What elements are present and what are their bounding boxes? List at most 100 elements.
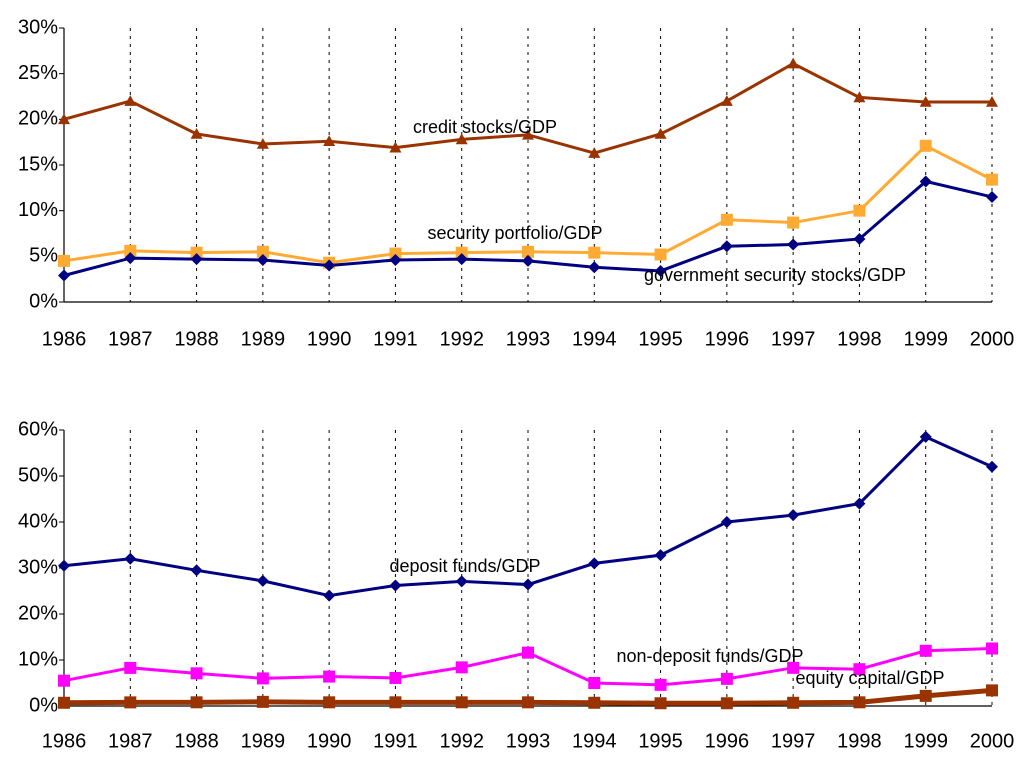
x-tick-label: 1987 — [108, 730, 153, 752]
marker — [256, 245, 269, 258]
x-tick-label: 1993 — [506, 730, 551, 752]
marker — [654, 549, 667, 562]
marker — [654, 678, 667, 691]
marker — [588, 261, 601, 274]
marker — [455, 133, 468, 145]
y-tick-label: 20% — [18, 602, 58, 624]
y-tick-label: 10% — [18, 648, 58, 670]
x-tick-label: 1997 — [771, 730, 816, 752]
y-tick-label: 15% — [18, 153, 58, 175]
marker — [853, 204, 866, 217]
y-tick-label: 40% — [18, 510, 58, 532]
marker — [190, 667, 203, 680]
y-tick-label: 60% — [18, 418, 58, 440]
marker — [654, 127, 667, 139]
marker — [522, 128, 534, 140]
x-tick-label: 2000 — [970, 328, 1015, 350]
marker — [389, 247, 402, 260]
marker — [986, 460, 998, 473]
marker — [720, 516, 733, 528]
x-tick-label: 1999 — [903, 328, 948, 350]
x-tick-label: 1995 — [638, 730, 683, 752]
marker — [787, 696, 800, 709]
x-tick-label: 1986 — [42, 328, 87, 350]
marker — [986, 95, 998, 107]
marker — [455, 575, 468, 588]
marker — [588, 696, 601, 709]
marker — [720, 672, 733, 685]
marker — [124, 661, 137, 674]
marker — [654, 264, 667, 277]
y-tick-label: 30% — [18, 16, 58, 38]
marker — [919, 175, 932, 188]
marker — [190, 127, 203, 139]
marker — [190, 564, 203, 577]
marker — [323, 589, 336, 602]
x-tick-label: 1988 — [174, 730, 219, 752]
marker — [190, 696, 203, 709]
marker — [323, 259, 336, 272]
marker — [919, 95, 932, 107]
marker — [256, 574, 269, 587]
x-tick-label: 1994 — [572, 328, 617, 350]
marker — [986, 190, 998, 203]
marker — [522, 254, 534, 267]
x-tick-label: 1994 — [572, 730, 617, 752]
series-label: government security stocks/GDP — [644, 265, 906, 285]
x-tick-label: 1995 — [638, 328, 683, 350]
marker — [124, 696, 137, 709]
x-tick-label: 1990 — [307, 328, 352, 350]
marker — [787, 57, 800, 69]
marker — [853, 696, 866, 709]
x-tick-label: 1993 — [506, 328, 551, 350]
marker — [588, 147, 601, 158]
marker — [256, 253, 269, 266]
x-tick-label: 1989 — [241, 730, 286, 752]
marker — [455, 246, 468, 259]
marker — [919, 644, 932, 657]
series-label: deposit funds/GDP — [389, 556, 540, 576]
x-tick-label: 1989 — [241, 328, 286, 350]
marker — [853, 497, 866, 510]
marker — [787, 661, 800, 674]
y-tick-label: 5% — [29, 245, 58, 267]
marker — [853, 91, 866, 103]
y-tick-label: 10% — [18, 199, 58, 221]
marker — [455, 253, 468, 266]
marker — [256, 695, 269, 708]
marker — [455, 696, 468, 709]
marker — [190, 253, 203, 266]
marker — [986, 642, 998, 655]
marker — [58, 269, 70, 282]
x-tick-label: 1999 — [903, 730, 948, 752]
y-tick-label: 0% — [29, 290, 58, 312]
marker — [853, 663, 866, 676]
marker — [919, 689, 932, 702]
series-label: credit stocks/GDP — [413, 117, 557, 137]
series-label: non-deposit funds/GDP — [616, 646, 803, 666]
y-tick-label: 20% — [18, 108, 58, 130]
marker — [588, 246, 601, 259]
marker — [720, 95, 733, 106]
marker — [522, 578, 534, 591]
marker — [389, 253, 402, 266]
x-tick-label: 1986 — [42, 730, 87, 752]
marker — [256, 672, 269, 685]
marker — [522, 696, 534, 709]
marker — [919, 430, 932, 443]
x-tick-label: 1997 — [771, 328, 816, 350]
marker — [124, 552, 137, 565]
x-tick-label: 1991 — [373, 328, 418, 350]
marker — [58, 674, 70, 687]
x-tick-label: 1988 — [174, 328, 219, 350]
marker — [389, 141, 402, 153]
marker — [58, 559, 70, 572]
marker — [588, 557, 601, 570]
marker — [389, 671, 402, 684]
marker — [522, 245, 534, 258]
marker — [588, 677, 601, 689]
x-tick-label: 1992 — [439, 730, 484, 752]
marker — [124, 252, 137, 265]
y-tick-label: 50% — [18, 464, 58, 486]
